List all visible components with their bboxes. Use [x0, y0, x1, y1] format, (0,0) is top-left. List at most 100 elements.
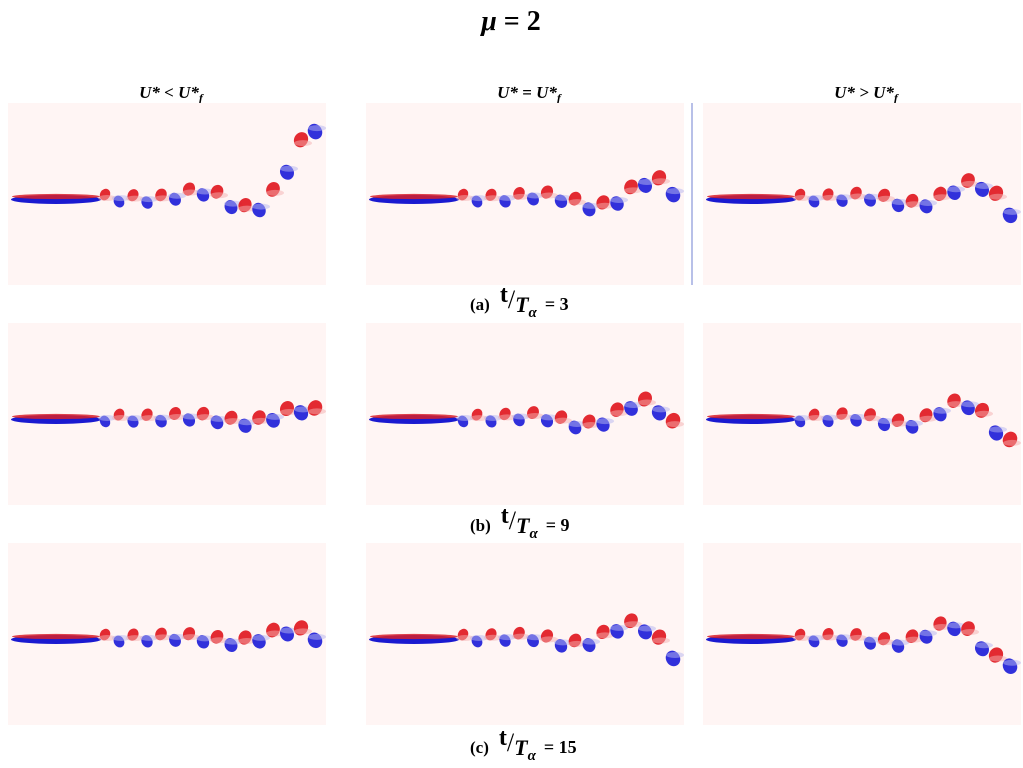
- vortex-halo: [238, 419, 256, 426]
- vortex-halo: [582, 202, 600, 209]
- vortex-halo: [821, 414, 839, 421]
- vortex-halo: [877, 195, 895, 202]
- plate: [370, 413, 458, 420]
- vortex-halo: [947, 622, 965, 629]
- vortex-halo: [484, 195, 502, 202]
- column-header: U* = U*f: [497, 83, 562, 105]
- vortex-halo: [849, 634, 867, 641]
- vortex-halo: [554, 417, 572, 424]
- vortex-halo: [238, 637, 256, 644]
- vortex-halo: [568, 640, 586, 647]
- vortex-halo: [582, 421, 600, 428]
- header-sub: f: [894, 91, 899, 105]
- vortex-halo: [308, 125, 326, 132]
- vortex-halo: [554, 639, 572, 646]
- vortex-halo: [280, 627, 298, 634]
- vortex-halo: [793, 415, 811, 421]
- vortex-halo: [210, 192, 228, 199]
- vortex-halo: [624, 402, 642, 409]
- caption-equals: = 15: [544, 737, 577, 757]
- vortex-halo: [308, 408, 326, 415]
- vortex-halo: [196, 635, 214, 642]
- vortex-halo: [821, 634, 839, 641]
- vortex-halo: [182, 634, 200, 641]
- column-header: U* > U*f: [834, 83, 899, 105]
- vortex-halo: [196, 414, 214, 421]
- vortex-halo: [526, 634, 544, 641]
- vortex-halo: [126, 195, 144, 202]
- caption-equals: = 3: [545, 294, 569, 314]
- vortex-halo: [652, 637, 670, 644]
- vortex-halo: [961, 401, 979, 408]
- plate: [12, 413, 100, 420]
- vortex-halo: [470, 415, 488, 422]
- vortex-halo: [863, 193, 881, 200]
- vortex-halo: [280, 409, 298, 416]
- vortex-halo: [891, 198, 909, 205]
- vortex-halo: [154, 414, 172, 421]
- figure-title: μ = 2: [479, 6, 541, 37]
- title-symbol: μ: [479, 6, 497, 37]
- vortex-halo: [126, 415, 144, 422]
- vortex-halo: [947, 186, 965, 193]
- panels: [8, 103, 1021, 725]
- caption-label: (c): [470, 738, 489, 757]
- vortex-halo: [182, 413, 200, 420]
- vortex-halo: [294, 140, 312, 147]
- vortex-halo: [989, 655, 1007, 662]
- vortex-halo: [526, 192, 544, 199]
- vortex-halo: [891, 420, 909, 427]
- caption-numerator: t: [499, 725, 507, 751]
- vortex-halo: [512, 633, 530, 640]
- plate: [707, 633, 795, 640]
- vortex-halo: [498, 634, 516, 641]
- vortex-halo: [1003, 439, 1021, 446]
- vortex-halo: [863, 415, 881, 422]
- vortex-halo: [807, 634, 825, 641]
- caption: (a) t/Tα = 3: [470, 282, 569, 321]
- vortex-halo: [961, 180, 979, 187]
- caption-subscript: α: [529, 305, 538, 321]
- vortex-halo: [849, 413, 867, 420]
- vortex-halo: [989, 193, 1007, 200]
- header-main: U* < U*: [139, 83, 199, 102]
- vortex-halo: [140, 415, 158, 422]
- vortex-halo: [210, 637, 228, 644]
- vortex-halo: [238, 205, 256, 212]
- vortex-halo: [835, 413, 853, 420]
- caption-slash: /: [508, 285, 516, 314]
- vortex-halo: [793, 635, 811, 641]
- vortex-halo: [849, 193, 867, 200]
- vortex-halo: [652, 178, 670, 185]
- plate: [12, 193, 100, 200]
- vortex-halo: [624, 621, 642, 628]
- vortex-halo: [821, 194, 839, 201]
- caption-equals: = 9: [546, 515, 570, 535]
- vortex-halo: [484, 415, 502, 422]
- vortex-halo: [252, 634, 270, 641]
- caption-label: (a): [470, 295, 490, 314]
- plate: [707, 413, 795, 420]
- vortex-halo: [252, 203, 270, 210]
- vortex-halo: [877, 639, 895, 646]
- vortex-halo: [975, 182, 993, 189]
- vortex-halo: [210, 415, 228, 422]
- vortex-halo: [112, 195, 130, 202]
- plate: [12, 633, 100, 640]
- column-header: U* < U*f: [139, 83, 204, 105]
- vortex-halo: [666, 188, 684, 195]
- vortex-halo: [596, 418, 614, 425]
- vortex-halo: [526, 413, 544, 420]
- caption: (b) t/Tα = 9: [470, 503, 570, 542]
- vortex-halo: [933, 194, 951, 201]
- plate: [707, 193, 795, 200]
- header-sub: f: [199, 91, 204, 105]
- vortex-halo: [498, 414, 516, 421]
- vortex-halo: [975, 410, 993, 417]
- caption-denominator: T: [516, 513, 531, 538]
- vortex-halo: [554, 194, 572, 201]
- vortex-halo: [98, 635, 116, 641]
- vortex-halo: [919, 199, 937, 206]
- title-rest: = 2: [497, 6, 541, 37]
- vortex-halo: [168, 633, 186, 640]
